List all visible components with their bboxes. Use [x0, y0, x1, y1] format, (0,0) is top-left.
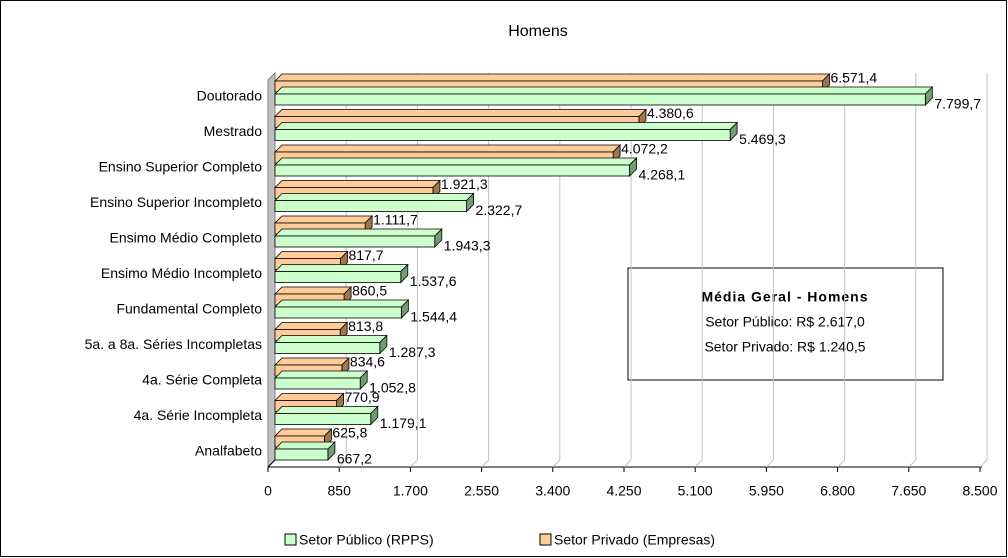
bar — [274, 377, 361, 390]
value-label: 1.052,8 — [369, 380, 416, 396]
x-tick-label: 4.250 — [606, 483, 641, 499]
bar-top — [274, 322, 349, 330]
grid-line-floor — [410, 459, 418, 468]
y-tick-label: Ensimo Médio Incompleto — [101, 265, 262, 281]
annotation-title: Média Geral - Homens — [701, 289, 868, 305]
value-label: 1.537,6 — [410, 273, 457, 289]
bar-top — [274, 73, 831, 82]
y-tick-label: Ensimo Médio Completo — [109, 230, 262, 246]
y-tick-label: Ensino Superior Incompleto — [90, 194, 262, 210]
bar — [274, 413, 372, 425]
grid-line-floor — [623, 459, 632, 468]
bar-top — [274, 193, 475, 201]
bar-top — [274, 215, 374, 224]
bar-top — [274, 286, 353, 295]
x-tick-label: 8.500 — [962, 483, 997, 499]
grid-line-floor — [481, 459, 489, 468]
x-tick-label: 2.550 — [464, 483, 499, 499]
value-label: 1.544,4 — [410, 309, 457, 325]
x-tick-label: 0 — [264, 483, 272, 499]
y-tick-label: Doutorado — [197, 88, 263, 104]
bar — [274, 93, 926, 106]
value-label: 667,2 — [337, 451, 372, 467]
y-tick-label: Analfabeto — [195, 443, 262, 459]
x-tick-label: 3.400 — [535, 483, 570, 499]
x-tick-label: 850 — [328, 483, 352, 499]
value-label: 1.943,3 — [444, 238, 491, 254]
bar — [274, 200, 467, 212]
legend-swatch — [284, 533, 297, 546]
legend-swatch — [539, 533, 552, 546]
bar-top — [274, 86, 934, 95]
value-label: 817,7 — [348, 247, 383, 263]
value-label: 6.571,4 — [830, 70, 877, 86]
bar-top — [274, 335, 388, 343]
bar-top — [274, 122, 739, 130]
y-tick-label: 5a. a 8a. Séries Incompletas — [85, 336, 262, 352]
value-label: 4.380,6 — [647, 105, 694, 121]
grid-line-floor — [908, 459, 917, 468]
bar-top — [274, 299, 410, 308]
value-label: 5.469,3 — [739, 131, 786, 147]
bar-top — [274, 264, 409, 272]
bar-top — [274, 406, 379, 414]
value-label: 4.072,2 — [621, 141, 668, 157]
grid-line-floor — [694, 459, 703, 468]
bar — [274, 271, 402, 283]
y-tick-label: 4a. Série Completa — [142, 372, 262, 388]
bar-top — [274, 180, 441, 188]
bar-top — [274, 357, 350, 366]
x-tick-label: 5.100 — [678, 483, 713, 499]
floor-edge — [267, 459, 276, 468]
bar-top — [274, 251, 349, 259]
bar-top — [274, 393, 345, 401]
bar-top — [274, 157, 638, 166]
value-label: 770,9 — [345, 389, 380, 405]
value-label: 1.179,1 — [380, 415, 427, 431]
y-tick-label: Mestrado — [204, 123, 263, 139]
bar-top — [274, 441, 336, 450]
x-tick-label: 6.800 — [820, 483, 855, 499]
legend-label: Setor Público (RPPS) — [299, 532, 434, 548]
grid-line-floor — [552, 459, 561, 468]
bar-top — [274, 228, 443, 237]
bar — [274, 164, 630, 177]
bar-top — [274, 370, 369, 379]
value-label: 813,8 — [348, 318, 383, 334]
bar — [274, 306, 402, 319]
annotation-line: Setor Privado: R$ 1.240,5 — [704, 339, 865, 355]
value-label: 4.268,1 — [639, 167, 686, 183]
x-tick-label: 1.700 — [393, 483, 428, 499]
grid-line-floor — [766, 459, 774, 468]
value-label: 1.287,3 — [389, 344, 436, 360]
value-label: 1.921,3 — [441, 176, 488, 192]
bar — [274, 448, 329, 461]
bar — [274, 235, 436, 248]
x-tick-label: 5.950 — [749, 483, 784, 499]
grid-line-floor — [338, 459, 347, 468]
grid-line-floor — [837, 459, 845, 468]
value-label: 1.111,7 — [373, 212, 418, 228]
y-tick-label: Ensino Superior Completo — [99, 159, 263, 175]
x-tick-label: 7.650 — [891, 483, 926, 499]
side-wall — [267, 71, 276, 469]
value-label: 625,8 — [332, 425, 367, 441]
y-tick-label: Fundamental Completo — [116, 301, 262, 317]
value-label: 7.799,7 — [934, 96, 981, 112]
value-label: 2.322,7 — [476, 202, 523, 218]
bar-top — [274, 109, 647, 117]
bar-top — [274, 144, 622, 153]
value-label: 834,6 — [350, 354, 385, 370]
bar — [274, 129, 731, 141]
bar — [274, 342, 381, 354]
annotation-box — [627, 267, 944, 381]
bar-top — [274, 428, 333, 437]
grid-line-floor — [979, 459, 988, 468]
annotation-line: Setor Público: R$ 2.617,0 — [705, 314, 865, 330]
value-label: 860,5 — [352, 283, 387, 299]
chart-title: Homens — [508, 23, 568, 40]
legend-label: Setor Privado (Empresas) — [554, 532, 715, 548]
y-tick-label: 4a. Série Incompleta — [134, 407, 263, 423]
